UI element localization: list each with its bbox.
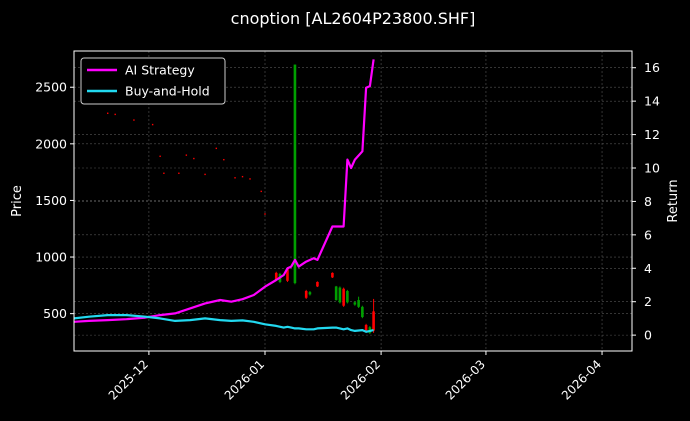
series-line: [73, 314, 374, 333]
candle-body: [274, 272, 278, 280]
price-dot: [114, 113, 116, 116]
candle-body: [372, 311, 375, 331]
x-tick-label: 2025-12: [106, 357, 151, 402]
y-tick-label: 1500: [35, 193, 67, 208]
y2-tick-label: 6: [644, 227, 652, 242]
candle-body: [308, 292, 312, 295]
price-dot: [185, 154, 188, 156]
y-tick-label: 500: [43, 306, 67, 321]
candle-body: [293, 64, 297, 284]
x-tick-label: 2026-02: [338, 357, 383, 402]
price-dot: [178, 172, 180, 174]
price-dot: [133, 119, 135, 121]
legend-label: AI Strategy: [125, 63, 195, 78]
x-tick-label: 2026-01: [222, 357, 267, 402]
y-tick-label: 2500: [35, 80, 67, 95]
y-axis-label: Price: [10, 185, 25, 217]
y2-tick-label: 16: [644, 60, 660, 75]
price-dot: [223, 158, 225, 161]
candle-body: [353, 302, 357, 305]
price-dot: [193, 157, 195, 160]
legend-label: Buy-and-Hold: [125, 84, 210, 99]
x-tick-label: 2026-04: [559, 357, 604, 402]
candle-body: [304, 291, 308, 298]
price-dot: [234, 177, 236, 179]
legend: AI Strategy Buy-and-Hold: [80, 57, 226, 105]
candle-body: [364, 324, 368, 331]
price-dot: [264, 213, 266, 215]
chart-title: cnoption [AL2604P23800.SHF]: [231, 9, 476, 28]
y-tick-label: 1000: [35, 250, 67, 265]
candle-body: [286, 268, 289, 281]
candle-body: [316, 281, 319, 287]
price-dot: [260, 190, 262, 193]
candle-body: [338, 287, 342, 303]
series-lines: [73, 59, 375, 333]
candle-body: [334, 286, 338, 301]
candle-body: [346, 291, 349, 303]
price-dot: [159, 155, 161, 157]
x-tick-label: 2026-03: [443, 357, 488, 402]
price-dot: [151, 123, 154, 126]
price-dot: [241, 175, 244, 178]
price-dot: [163, 172, 165, 174]
y2-tick-label: 8: [644, 194, 652, 209]
y2-tick-label: 14: [644, 94, 660, 109]
y2-tick-label: 4: [644, 261, 652, 276]
price-dot: [107, 112, 109, 114]
candle-body: [342, 288, 345, 306]
candle-body: [331, 272, 334, 278]
price-marks: [107, 64, 375, 335]
price-dot: [204, 173, 206, 176]
y2-tick-label: 0: [644, 328, 652, 343]
y-tick-label: 2000: [35, 136, 67, 151]
y2-tick-label: 10: [644, 160, 660, 175]
candle-body: [357, 300, 360, 307]
price-dot: [215, 147, 218, 150]
candle-body: [361, 306, 364, 318]
y2-tick-label: 2: [644, 294, 652, 309]
y2-axis-label: Return: [666, 179, 681, 222]
price-dot: [249, 178, 251, 180]
series-line: [73, 59, 375, 323]
y2-tick-label: 12: [644, 127, 660, 142]
